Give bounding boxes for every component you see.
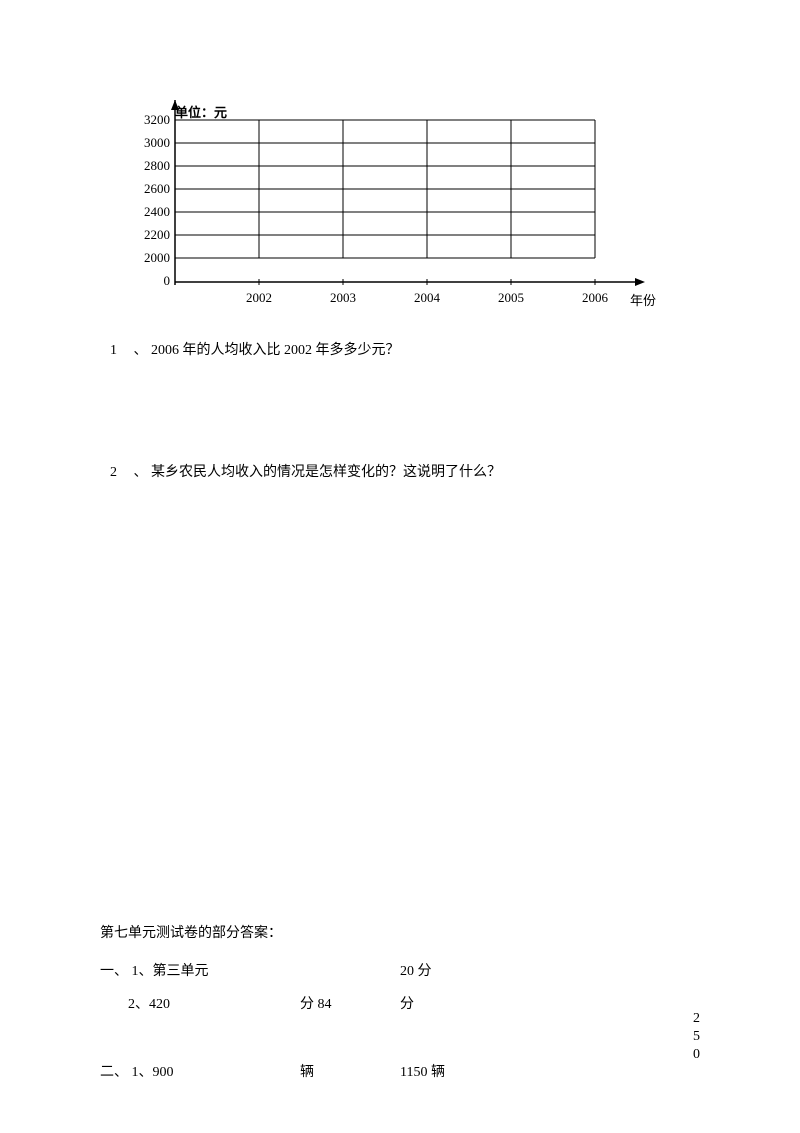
q1-separator: 、 bbox=[134, 343, 148, 358]
answer-2-1: 1、900 bbox=[132, 1065, 174, 1080]
q1-number: 1 bbox=[110, 340, 130, 362]
section2-label: 二、 bbox=[100, 1065, 128, 1080]
q1-text: 2006 年的人均收入比 2002 年多多少元？ bbox=[151, 343, 400, 358]
y-tick-0: 0 bbox=[130, 273, 170, 289]
vnum-2: 2 bbox=[693, 1010, 700, 1028]
y-axis-title: 单位：元 bbox=[175, 102, 227, 121]
answer-1-2-mid: 分 84 bbox=[300, 991, 400, 1019]
y-tick-2200: 2200 bbox=[130, 227, 170, 243]
vertical-numbers: 2 5 0 bbox=[693, 1010, 700, 1065]
answer-row-1: 一、 1、第三单元 20 分 bbox=[100, 958, 700, 986]
y-tick-2000: 2000 bbox=[130, 250, 170, 266]
vnum-0: 0 bbox=[693, 1046, 700, 1064]
answer-1-2: 2、420 bbox=[128, 997, 170, 1012]
x-axis-title: 年份 bbox=[630, 290, 656, 309]
q2-text: 某乡农民人均收入的情况是怎样变化的？这说明了什么？ bbox=[151, 465, 501, 480]
section1-label: 一、 bbox=[100, 964, 128, 979]
x-tick-2004: 2004 bbox=[407, 290, 447, 306]
answer-2-1-unit: 辆 bbox=[300, 1059, 400, 1087]
x-tick-2006: 2006 bbox=[575, 290, 615, 306]
income-chart: 单位：元 3200 3000 2800 2600 2400 2200 2000 … bbox=[120, 100, 660, 320]
question-2: 2 、 某乡农民人均收入的情况是怎样变化的？这说明了什么？ bbox=[110, 462, 700, 484]
answers-title: 第七单元测试卷的部分答案： bbox=[100, 920, 700, 948]
answer-row-2: 2、420 分 84 分 bbox=[100, 991, 700, 1019]
answer-1-2-score: 分 bbox=[400, 991, 500, 1019]
y-tick-2400: 2400 bbox=[130, 204, 170, 220]
vnum-5: 5 bbox=[693, 1028, 700, 1046]
answer-row-3: 二、 1、900 辆 1150 辆 bbox=[100, 1059, 700, 1087]
y-tick-3200: 3200 bbox=[130, 112, 170, 128]
q2-number: 2 bbox=[110, 462, 130, 484]
answer-1-1-score: 20 分 bbox=[400, 958, 500, 986]
y-tick-2800: 2800 bbox=[130, 158, 170, 174]
y-tick-2600: 2600 bbox=[130, 181, 170, 197]
answer-2-1-val2: 1150 辆 bbox=[400, 1059, 500, 1087]
answer-1-1: 1、第三单元 bbox=[132, 964, 209, 979]
answers-section: 第七单元测试卷的部分答案： 一、 1、第三单元 20 分 2、420 分 84 … bbox=[100, 920, 700, 1092]
chart-grid-svg bbox=[120, 100, 660, 320]
question-1: 1 、 2006 年的人均收入比 2002 年多多少元？ bbox=[110, 340, 700, 362]
y-tick-3000: 3000 bbox=[130, 135, 170, 151]
x-tick-2003: 2003 bbox=[323, 290, 363, 306]
x-tick-2002: 2002 bbox=[239, 290, 279, 306]
q2-separator: 、 bbox=[134, 465, 148, 480]
x-tick-2005: 2005 bbox=[491, 290, 531, 306]
